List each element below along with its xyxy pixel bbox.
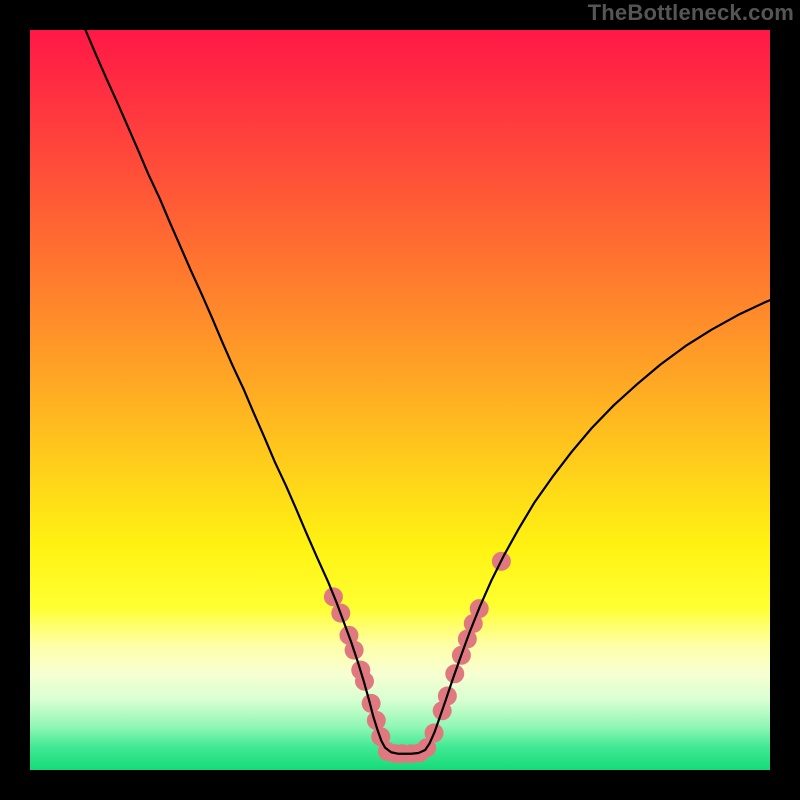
plot-svg bbox=[30, 30, 770, 770]
plot-area bbox=[30, 30, 770, 770]
watermark-text: TheBottleneck.com bbox=[588, 0, 794, 26]
gradient-background bbox=[30, 30, 770, 770]
figure-stage: TheBottleneck.com bbox=[0, 0, 800, 800]
